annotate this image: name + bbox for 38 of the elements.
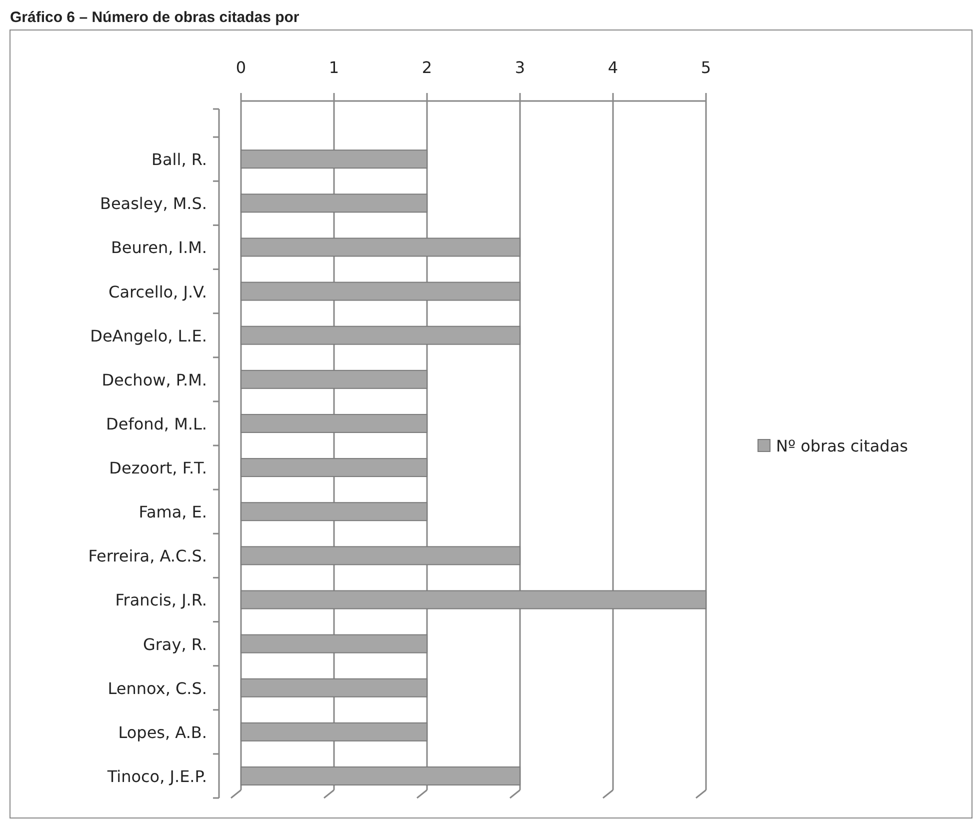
- x-tick-label: 2: [422, 58, 432, 77]
- bar: [240, 326, 520, 345]
- y-tick-label: Beuren, I.M.: [110, 238, 207, 258]
- legend-label: Nº obras citadas: [776, 436, 908, 456]
- bar: [240, 634, 428, 654]
- y-tick-label: Ferreira, A.C.S.: [88, 546, 207, 566]
- y-tick-label: Defond, M.L.: [106, 414, 207, 434]
- x-tick-label: 1: [328, 58, 340, 77]
- bar: [240, 678, 428, 698]
- x-tick-label: 3: [514, 58, 526, 77]
- y-tick-label: Lopes, A.B.: [118, 722, 207, 742]
- y-tick-label: Carcello, J.V.: [108, 282, 207, 302]
- y-tick-label: DeAngelo, L.E.: [90, 326, 207, 346]
- y-tick-label: Tinoco, J.E.P.: [106, 766, 207, 786]
- bar: [240, 238, 520, 257]
- bar: [240, 458, 428, 478]
- y-tick-label: Dechow, P.M.: [102, 370, 207, 390]
- chart-title: Gráfico 6 – Número de obras citadas por: [10, 9, 300, 26]
- bar: [240, 414, 428, 433]
- x-tick-label: 5: [700, 58, 712, 77]
- y-tick-label: Francis, J.R.: [115, 590, 207, 610]
- bar: [240, 150, 428, 169]
- bar: [240, 370, 428, 389]
- bar: [240, 766, 520, 786]
- bar: [240, 194, 428, 213]
- x-tick-label: 0: [236, 58, 246, 77]
- y-tick-label: Gray, R.: [142, 634, 207, 654]
- bar: [240, 590, 706, 610]
- x-tick-label: 4: [608, 58, 618, 77]
- y-tick-label: Beasley, M.S.: [100, 194, 207, 214]
- y-tick-label: Lennox, C.S.: [108, 678, 207, 698]
- bar: [240, 282, 520, 301]
- bar: [240, 502, 428, 522]
- y-tick-label: Dezoort, F.T.: [109, 458, 207, 478]
- bar: [240, 722, 428, 742]
- y-tick-label: Fama, E.: [138, 502, 207, 522]
- bar: [240, 546, 520, 566]
- y-tick-label: Ball, R.: [152, 150, 207, 170]
